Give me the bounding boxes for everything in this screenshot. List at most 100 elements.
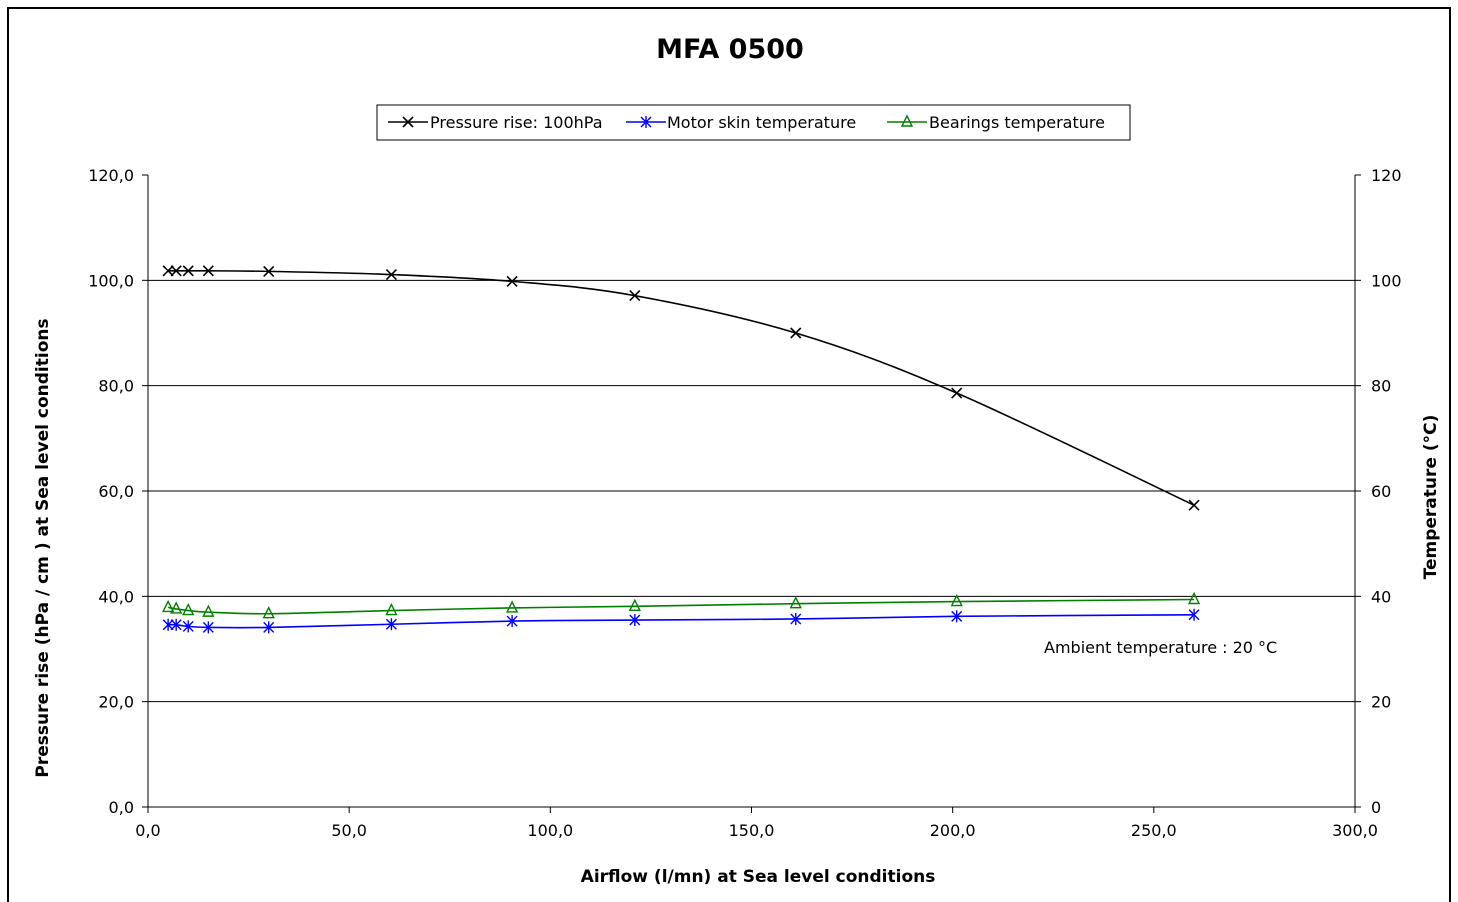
- data-point: [506, 615, 518, 628]
- y2-tick-label: 20: [1371, 693, 1391, 712]
- series-line: [168, 270, 1195, 506]
- data-point: [182, 265, 194, 277]
- y2-tick-label: 40: [1371, 587, 1391, 606]
- data-point: [951, 387, 963, 399]
- marker-stroke: [385, 602, 398, 616]
- data-point: [629, 614, 641, 627]
- marker-stroke: [506, 275, 518, 287]
- y-tick-label: 120,0: [88, 166, 134, 185]
- x-tick-label: 50,0: [331, 821, 367, 840]
- marker-stroke: [900, 114, 914, 127]
- y2-tick-label: 100: [1371, 271, 1402, 290]
- y-tick-label: 100,0: [88, 271, 134, 290]
- marker-stroke: [262, 606, 275, 619]
- x-axis-title: Airflow (l/mn) at Sea level conditions: [581, 867, 936, 887]
- data-point: [1187, 591, 1201, 605]
- y2-tick-label: 60: [1371, 482, 1391, 501]
- data-point: [950, 594, 963, 607]
- data-point: [170, 618, 182, 631]
- series-1: [162, 608, 1200, 634]
- legend-item-1: Motor skin temperature: [626, 113, 856, 132]
- legend-item-0: Pressure rise: 100hPa: [388, 113, 603, 132]
- y2-axis-title: Temperature (°C): [1421, 415, 1441, 580]
- legend-label: Pressure rise: 100hPa: [430, 113, 603, 132]
- y-tick-label: 0,0: [109, 798, 134, 817]
- data-point: [262, 606, 275, 619]
- data-point: [385, 602, 398, 616]
- tick-labels: 0,0 20,0 40,0 60,0 80,0 100,0 120,0 0 20 40 60 80 10…: [88, 166, 1401, 840]
- data-point: [170, 265, 182, 277]
- marker-stroke: [182, 265, 194, 277]
- data-point: [202, 265, 214, 277]
- y2-tick-label: 0: [1371, 798, 1381, 817]
- legend-box: [376, 104, 1131, 141]
- series-line: [168, 613, 1195, 629]
- marker-stroke: [202, 265, 214, 277]
- data-point: [628, 598, 641, 612]
- data-point: [162, 618, 174, 631]
- y-tick-label: 80,0: [98, 377, 134, 396]
- marker-stroke: [385, 268, 397, 281]
- legend-label: Bearings temperature: [929, 113, 1105, 132]
- marker-stroke: [950, 594, 963, 607]
- data-point: [385, 268, 397, 281]
- marker-stroke: [170, 265, 182, 277]
- marker-stroke: [161, 599, 175, 613]
- data-point: [202, 621, 214, 634]
- chart-frame: [7, 7, 1451, 902]
- marker-stroke: [1187, 591, 1201, 605]
- legend-item-2: Bearings temperature: [887, 113, 1105, 132]
- chart-title: MFA 0500: [656, 34, 804, 65]
- marker-stroke: [1188, 499, 1200, 511]
- data-point: [1188, 608, 1200, 621]
- data-point: [1188, 499, 1200, 511]
- data-point: [202, 604, 215, 617]
- legend-marker: [402, 116, 414, 128]
- marker-stroke: [402, 116, 414, 128]
- y-tick-label: 40,0: [98, 587, 134, 606]
- marker-stroke: [789, 596, 802, 609]
- data-point: [182, 620, 194, 633]
- x-tick-label: 250,0: [1131, 821, 1177, 840]
- marker-stroke: [263, 265, 275, 277]
- data-point: [263, 265, 275, 277]
- data-point: [385, 618, 397, 631]
- marker-stroke: [170, 601, 183, 614]
- x-tick-label: 150,0: [729, 821, 775, 840]
- x-tick-label: 0,0: [135, 821, 160, 840]
- y-tick-label: 20,0: [98, 693, 134, 712]
- series-2: [161, 591, 1201, 619]
- y-axis-title: Pressure rise (hPa / cm ) at Sea level c…: [33, 318, 53, 777]
- data-point: [789, 596, 802, 609]
- annotation-ambient: Ambient temperature : 20 °C: [1044, 638, 1277, 657]
- marker-stroke: [162, 265, 174, 277]
- legend: Pressure rise: 100hPa Motor skin temperat…: [376, 104, 1131, 141]
- series-layer: [161, 265, 1201, 634]
- axes: [142, 174, 1361, 813]
- legend-label: Motor skin temperature: [667, 113, 856, 132]
- data-point: [505, 600, 519, 613]
- series-line: [167, 598, 1195, 615]
- series-0: [162, 265, 1200, 511]
- x-tick-label: 200,0: [930, 821, 976, 840]
- y2-tick-label: 80: [1371, 377, 1391, 396]
- marker-stroke: [790, 327, 802, 339]
- data-point: [182, 602, 195, 616]
- marker-stroke: [951, 387, 963, 399]
- grid-lines: [148, 279, 1355, 703]
- data-point: [161, 599, 175, 613]
- marker-stroke: [202, 604, 215, 617]
- y-tick-label: 60,0: [98, 482, 134, 501]
- y2-tick-label: 120: [1371, 166, 1402, 185]
- marker-stroke: [629, 290, 641, 302]
- legend-marker: [640, 116, 652, 128]
- marker-stroke: [505, 600, 519, 613]
- data-point: [629, 290, 641, 302]
- data-point: [263, 621, 275, 634]
- marker-stroke: [628, 598, 641, 612]
- data-point: [790, 612, 802, 625]
- marker-stroke: [182, 602, 195, 616]
- legend-marker: [900, 114, 914, 127]
- data-point: [162, 265, 174, 277]
